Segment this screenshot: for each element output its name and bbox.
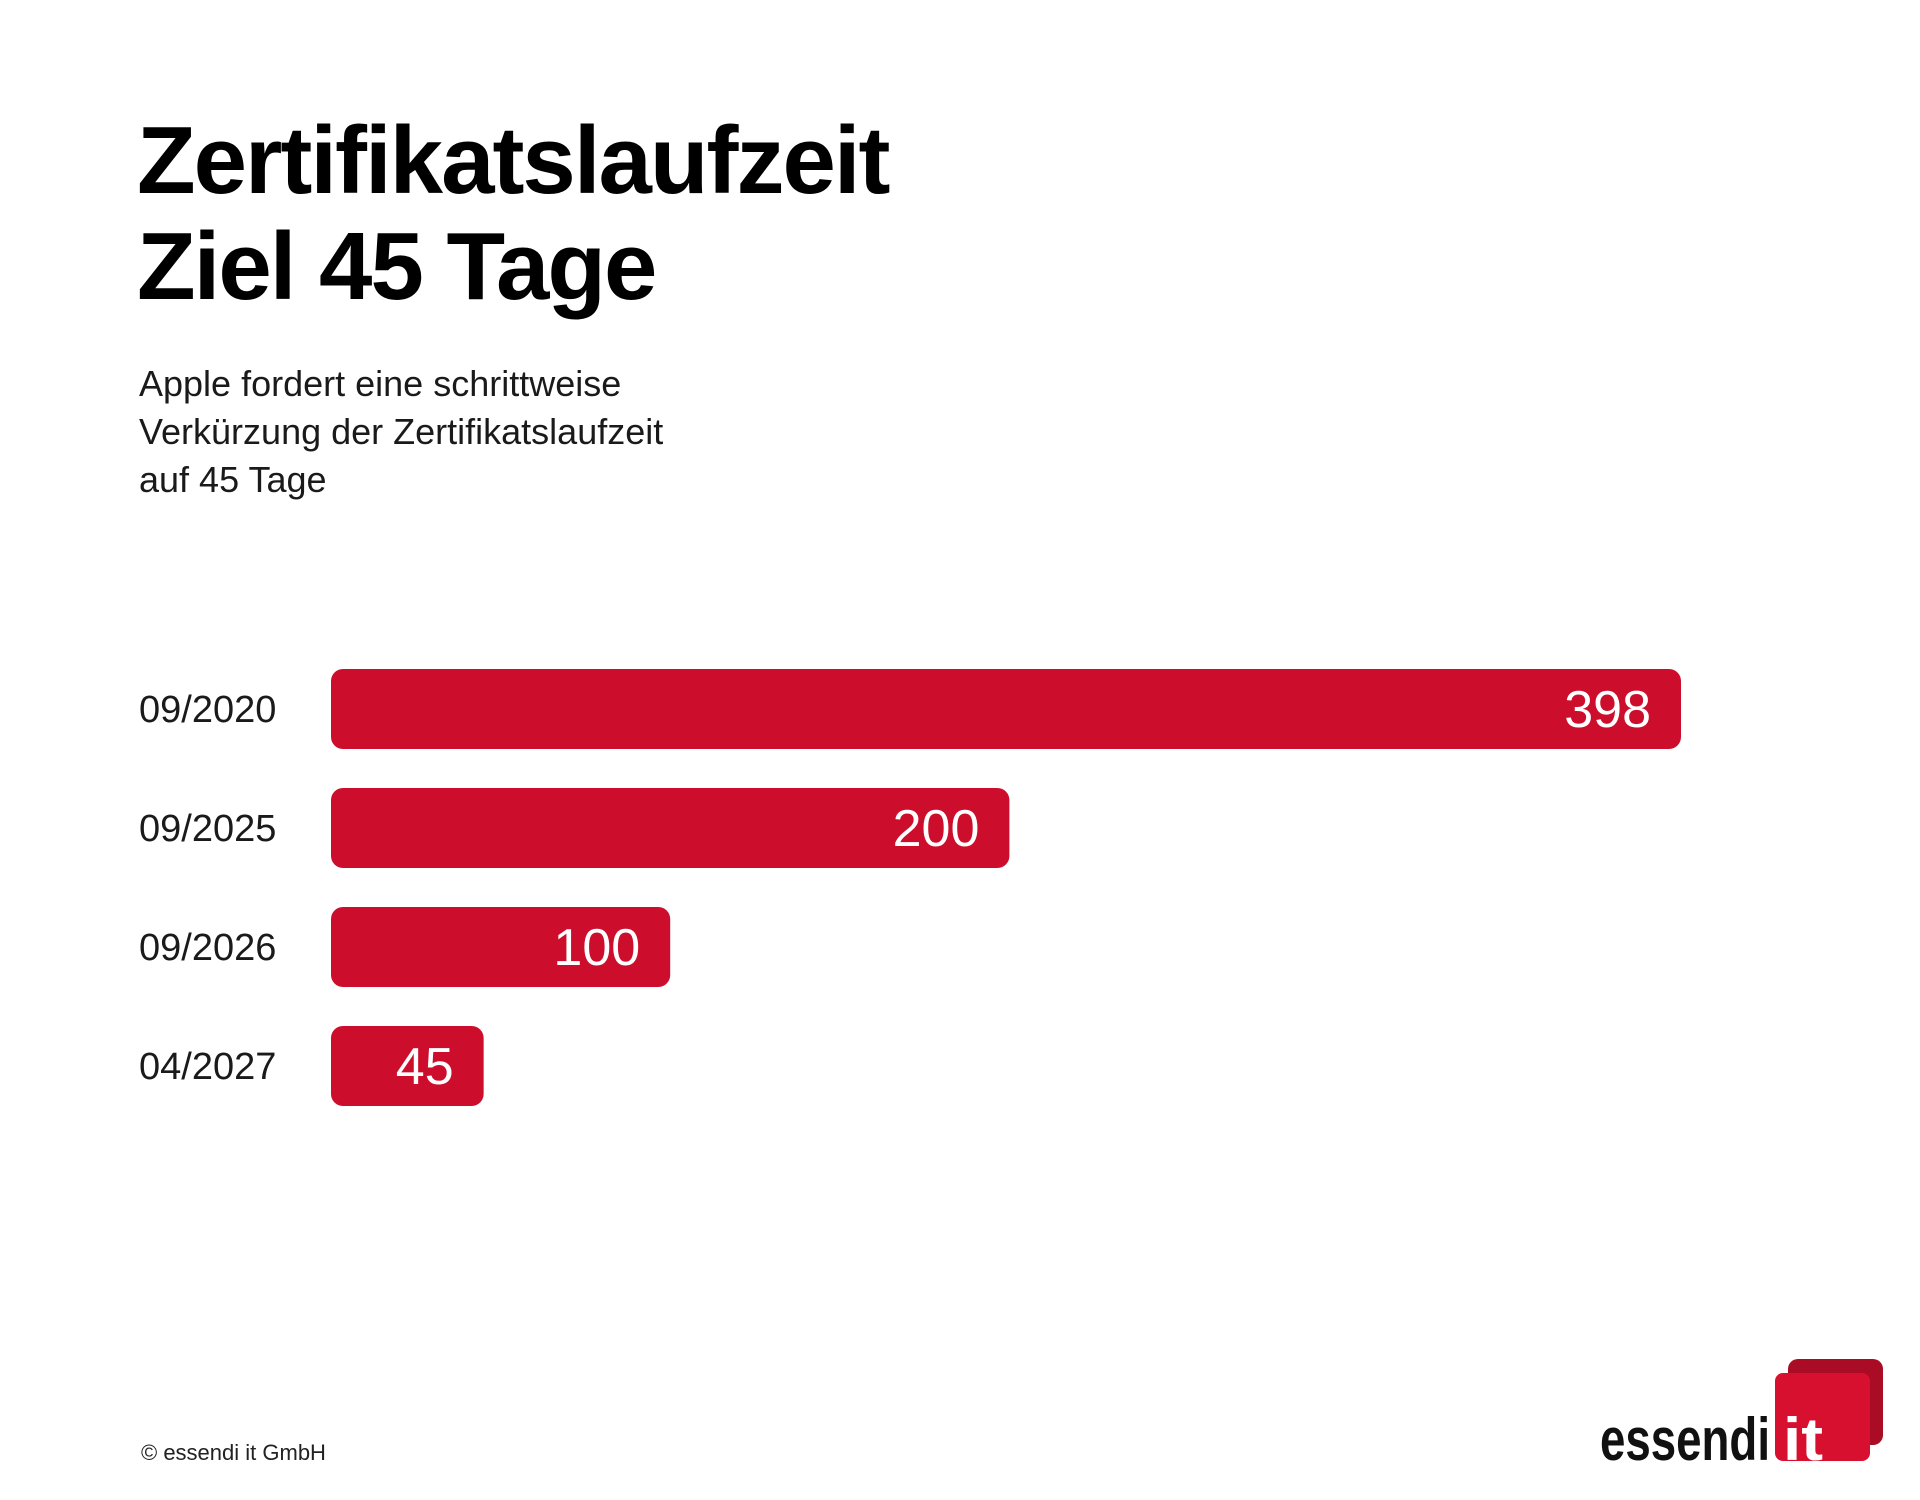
logo-mark: it [1783, 1406, 1823, 1473]
bar-value-label: 200 [893, 800, 980, 858]
bar-value-label: 100 [553, 919, 640, 977]
chart-subtitle-line-3: auf 45 Tage [139, 459, 327, 500]
copyright-footer: © essendi it GmbH [141, 1440, 326, 1465]
logo-word: essendi [1600, 1406, 1770, 1473]
category-label: 04/2027 [139, 1046, 276, 1088]
category-label: 09/2020 [139, 689, 276, 731]
essendi-it-logo: essendi it [1600, 1359, 1883, 1473]
bar-value-label: 398 [1564, 681, 1651, 739]
category-label: 09/2026 [139, 927, 276, 969]
bar-04-2027 [331, 1026, 484, 1106]
chart-title-line-2: Ziel 45 Tage [137, 213, 657, 320]
chart-subtitle-line-1: Apple fordert eine schrittweise [139, 363, 622, 404]
chart-title: Zertifikatslaufzeit Ziel 45 Tage [137, 107, 891, 320]
chart-subtitle: Apple fordert eine schrittweise Verkürzu… [139, 360, 663, 504]
chart-subtitle-line-2: Verkürzung der Zertifikatslaufzeit [139, 411, 664, 452]
category-label: 09/2025 [139, 808, 276, 850]
bar-09-2020 [331, 669, 1681, 749]
bar-09-2025 [331, 788, 1010, 868]
bar-value-label: 45 [396, 1038, 454, 1096]
chart-title-line-1: Zertifikatslaufzeit [137, 107, 891, 214]
bar-chart: 09/2020 398 09/2025 200 09/2026 100 04/2027 45 [139, 669, 1681, 1106]
bar-09-2026 [331, 907, 671, 987]
logo-box-front [1775, 1373, 1870, 1461]
